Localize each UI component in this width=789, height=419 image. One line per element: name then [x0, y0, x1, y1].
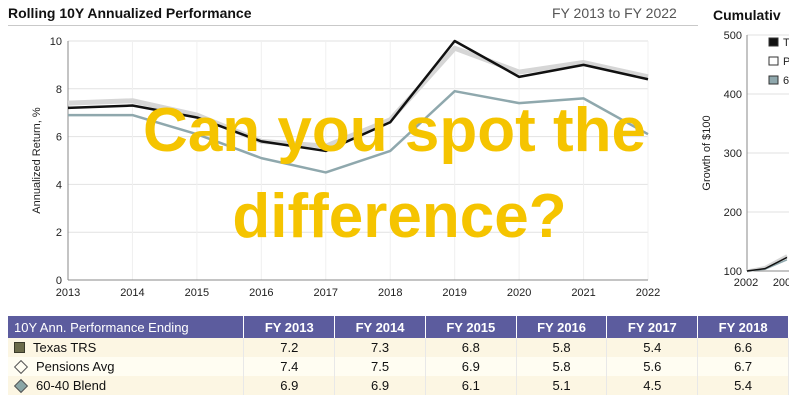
table-header-fy2015: FY 2015 — [425, 316, 517, 338]
table-header-fy2018: FY 2018 — [697, 316, 789, 338]
table-cell: 5.4 — [697, 376, 789, 395]
legend-swatch — [768, 56, 779, 66]
y-axis-label: Annualized Return, % — [31, 107, 43, 214]
y-tick-label: 200 — [724, 207, 742, 219]
legend-swatch — [768, 75, 779, 85]
y-tick-label: 4 — [56, 179, 62, 191]
y-tick-label: 400 — [724, 89, 742, 101]
legend-label: 6 — [783, 75, 789, 87]
table-cell: 5.8 — [516, 357, 608, 376]
table-header-fy2017: FY 2017 — [606, 316, 699, 338]
table-header-row: 10Y Ann. Performance Ending FY 2013 FY 2… — [8, 316, 789, 338]
y-tick-label: 6 — [56, 132, 62, 144]
rolling-performance-chart: 0 2 4 6 8 10 2013 2014 2015 2016 2017 2018 2019 2020 2… — [31, 36, 660, 299]
x-tick-label: 2016 — [249, 287, 273, 299]
table-cell: 5.4 — [606, 338, 699, 357]
table-cell: 7.5 — [334, 357, 426, 376]
x-tick-label: 2002 — [734, 277, 758, 289]
table-cell: 6.6 — [697, 338, 789, 357]
diamond-filled-icon — [13, 378, 29, 394]
cumulative-growth-chart: 100 200 300 400 500 Growth of $100 2002 200 TP 6 — [701, 30, 789, 289]
row-label-text: Texas TRS — [33, 340, 97, 355]
table-cell: 5.1 — [516, 376, 608, 395]
y-axis-label: Growth of $100 — [701, 115, 713, 190]
table-header-fy2014: FY 2014 — [334, 316, 426, 338]
series-line-t — [746, 256, 788, 272]
table-header-fy2013: FY 2013 — [243, 316, 336, 338]
x-tick-label: 2014 — [120, 287, 144, 299]
y-tick-label: 8 — [56, 84, 62, 96]
table-cell: 6.9 — [425, 357, 517, 376]
x-tick-label: 2013 — [56, 287, 80, 299]
x-tick-label: 2018 — [378, 287, 402, 299]
table-cell: 5.8 — [516, 338, 608, 357]
table-cell: 5.6 — [606, 357, 699, 376]
table-cell: 7.2 — [243, 338, 336, 357]
row-label-60-40-blend: 60-40 Blend — [8, 376, 245, 395]
legend-swatch — [768, 37, 779, 47]
table-cell: 6.1 — [425, 376, 517, 395]
y-tick-label: 100 — [724, 266, 742, 278]
table-cell: 4.5 — [606, 376, 699, 395]
row-label-text: Pensions Avg — [36, 359, 115, 374]
row-label-texas-trs: Texas TRS — [8, 338, 245, 357]
table-cell: 6.7 — [697, 357, 789, 376]
y-tick-label: 300 — [724, 148, 742, 160]
legend-label: P — [783, 56, 789, 68]
right-chart-title: Cumulativ — [713, 7, 781, 23]
y-tick-label: 0 — [56, 275, 62, 287]
x-tick-label: 2015 — [185, 287, 209, 299]
table-cell: 7.4 — [243, 357, 336, 376]
x-tick-label: 2021 — [571, 287, 595, 299]
square-icon — [14, 342, 25, 353]
table-cell: 6.9 — [334, 376, 426, 395]
diamond-outline-icon — [13, 359, 29, 375]
row-label-pensions-avg: Pensions Avg — [8, 357, 245, 376]
chart-title: Rolling 10Y Annualized Performance — [8, 5, 252, 21]
table-row: Pensions Avg 7.4 7.5 6.9 5.8 5.6 6.7 — [8, 357, 789, 376]
x-tick-label: 2017 — [314, 287, 338, 299]
y-tick-label: 2 — [56, 227, 62, 239]
legend-label: T — [783, 37, 789, 49]
table-header-label: 10Y Ann. Performance Ending — [8, 316, 245, 338]
performance-table: 10Y Ann. Performance Ending FY 2013 FY 2… — [8, 316, 789, 395]
x-tick-label: 2019 — [442, 287, 466, 299]
x-tick-label: 200 — [773, 277, 789, 289]
table-row: Texas TRS 7.2 7.3 6.8 5.8 5.4 6.6 — [8, 338, 789, 357]
x-tick-label: 2022 — [636, 287, 660, 299]
table-header-fy2016: FY 2016 — [516, 316, 608, 338]
y-tick-label: 10 — [50, 36, 62, 48]
series-line-pensions-avg — [67, 45, 649, 149]
series-line-60-40-blend — [68, 89, 649, 174]
table-row: 60-40 Blend 6.9 6.9 6.1 5.1 4.5 5.4 — [8, 376, 789, 395]
x-tick-label: 2020 — [507, 287, 531, 299]
title-divider — [8, 25, 698, 26]
y-tick-label: 500 — [724, 30, 742, 42]
table-cell: 6.8 — [425, 338, 517, 357]
series-line-texas-trs — [67, 39, 649, 153]
period-label: FY 2013 to FY 2022 — [552, 5, 677, 21]
row-label-text: 60-40 Blend — [36, 378, 107, 393]
table-cell: 7.3 — [334, 338, 426, 357]
table-cell: 6.9 — [243, 376, 336, 395]
